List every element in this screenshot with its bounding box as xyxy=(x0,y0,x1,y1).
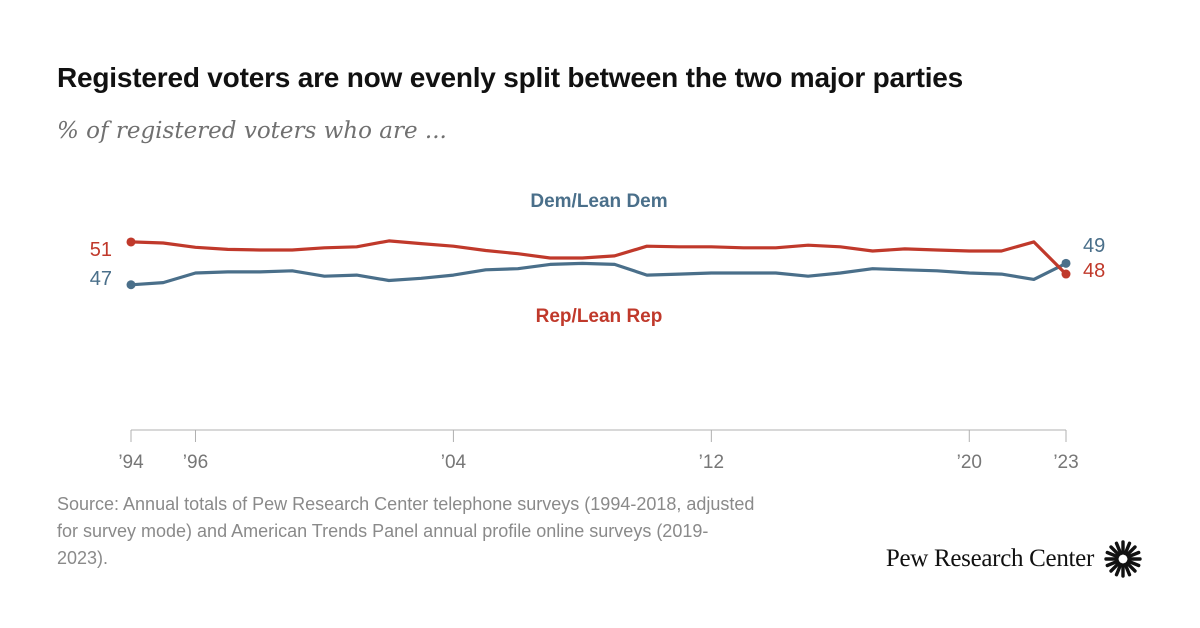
source-note: Source: Annual totals of Pew Research Ce… xyxy=(57,494,755,568)
rep-lean-rep-line xyxy=(129,239,1068,276)
x-tick-label: ’12 xyxy=(699,452,724,473)
dem-lean-dem-start-point xyxy=(126,280,136,290)
dem-lean-dem-line xyxy=(129,261,1068,287)
dem-lean-dem-end-point xyxy=(1061,258,1071,268)
rep-lean-rep-start-point xyxy=(126,237,136,247)
rep-end-value-label: 48 xyxy=(1083,260,1105,282)
brand-name: Pew Research Center xyxy=(885,545,1094,572)
chart-subtitle: % of registered voters who are ... xyxy=(57,118,447,144)
rep-lean-rep-end-point xyxy=(1061,269,1071,279)
dem-end-value-label: 49 xyxy=(1083,235,1105,257)
dem-start-value-label: 47 xyxy=(90,268,112,290)
x-tick-label: ’94 xyxy=(118,452,144,473)
line-chart: ’94 ’96 ’04 ’12 ’20 ’23 Dem/Lean Dem Rep/Lean R… xyxy=(90,191,1106,473)
dem-lean-dem-label: Dem/Lean Dem xyxy=(530,191,667,212)
sunburst-icon xyxy=(1104,540,1142,578)
x-tick-label: ’23 xyxy=(1053,452,1078,473)
x-tick-label: ’96 xyxy=(183,452,208,473)
chart-title: Registered voters are now evenly split b… xyxy=(57,62,964,93)
pew-logo: Pew Research Center xyxy=(886,540,1142,578)
rep-start-value-label: 51 xyxy=(90,239,112,261)
x-tick-label: ’04 xyxy=(441,452,467,473)
rep-lean-rep-label: Rep/Lean Rep xyxy=(536,306,663,327)
x-tick-label: ’20 xyxy=(957,452,982,473)
